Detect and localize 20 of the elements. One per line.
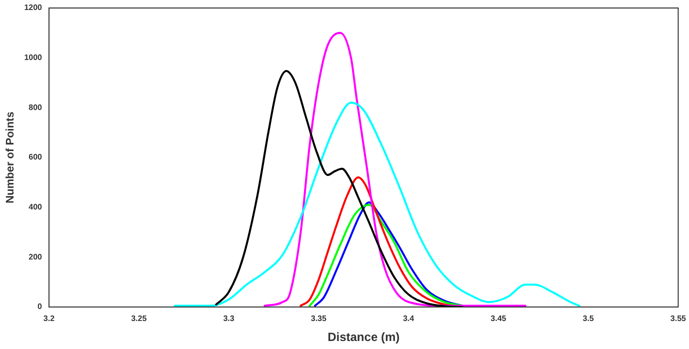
x-tick-label: 3.45 xyxy=(490,314,507,324)
y-tick-label: 200 xyxy=(28,252,43,262)
y-tick-label: 400 xyxy=(28,202,43,212)
line-series xyxy=(215,70,464,307)
y-tick-label: 800 xyxy=(28,102,43,112)
x-tick-label: 3.2 xyxy=(43,314,56,324)
x-tick-label: 3.55 xyxy=(670,314,687,324)
x-tick-label: 3.5 xyxy=(582,314,594,324)
y-axis-title: Number of Points xyxy=(4,112,17,204)
y-tick-label: 600 xyxy=(28,152,43,162)
line-series xyxy=(174,102,580,307)
x-axis-title: Distance (m) xyxy=(328,330,400,344)
x-tick-label: 3.3 xyxy=(223,314,235,324)
x-tick-label: 3.4 xyxy=(402,314,415,324)
y-tick-label: 1000 xyxy=(24,53,43,62)
line-series xyxy=(264,32,526,307)
x-tick-label: 3.35 xyxy=(310,314,327,324)
x-tick-label: 3.25 xyxy=(131,314,148,324)
y-tick-label: 0 xyxy=(38,302,43,312)
y-tick-label: 1200 xyxy=(24,3,43,12)
